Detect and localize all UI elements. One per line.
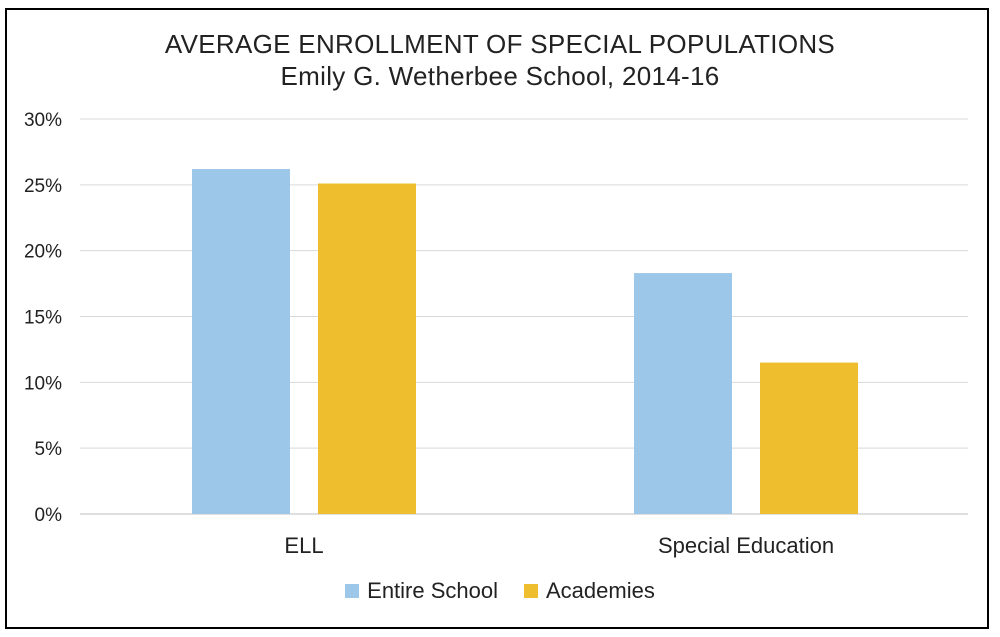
legend-label-entire-school: Entire School bbox=[367, 578, 498, 603]
bar-entire-school-ell bbox=[192, 169, 290, 515]
x-category-label: Special Education bbox=[658, 533, 834, 558]
legend-swatch-entire-school bbox=[345, 584, 360, 598]
y-tick-label: 25% bbox=[24, 176, 62, 197]
legend: Entire School Academies bbox=[0, 578, 1000, 604]
legend-item-academies: Academies bbox=[524, 578, 655, 604]
y-tick-label: 5% bbox=[35, 439, 63, 460]
y-tick-label: 30% bbox=[24, 110, 62, 131]
chart-subtitle: Emily G. Wetherbee School, 2014-16 bbox=[280, 61, 720, 91]
chart-frame bbox=[5, 8, 989, 629]
y-tick-label: 10% bbox=[24, 373, 62, 394]
legend-swatch-academies bbox=[524, 584, 538, 598]
y-axis-ticks: 0% 5% 10% 15% 20% 25% 30% bbox=[24, 110, 62, 526]
bars bbox=[192, 169, 858, 515]
chart-title: AVERAGE ENROLLMENT OF SPECIAL POPULATION… bbox=[164, 29, 836, 59]
bar-academies-special-education bbox=[760, 362, 858, 514]
x-category-label: ELL bbox=[284, 533, 323, 558]
x-axis-categories: ELL Special Education bbox=[284, 533, 834, 558]
legend-label-academies: Academies bbox=[546, 578, 655, 603]
y-tick-label: 15% bbox=[24, 308, 62, 329]
y-tick-label: 20% bbox=[24, 242, 62, 263]
bar-academies-ell bbox=[318, 183, 416, 514]
y-tick-label: 0% bbox=[35, 505, 63, 526]
legend-item-entire-school: Entire School bbox=[345, 578, 498, 604]
bar-entire-school-special-education bbox=[634, 273, 732, 514]
chart-title-block: AVERAGE ENROLLMENT OF SPECIAL POPULATION… bbox=[0, 28, 1000, 92]
